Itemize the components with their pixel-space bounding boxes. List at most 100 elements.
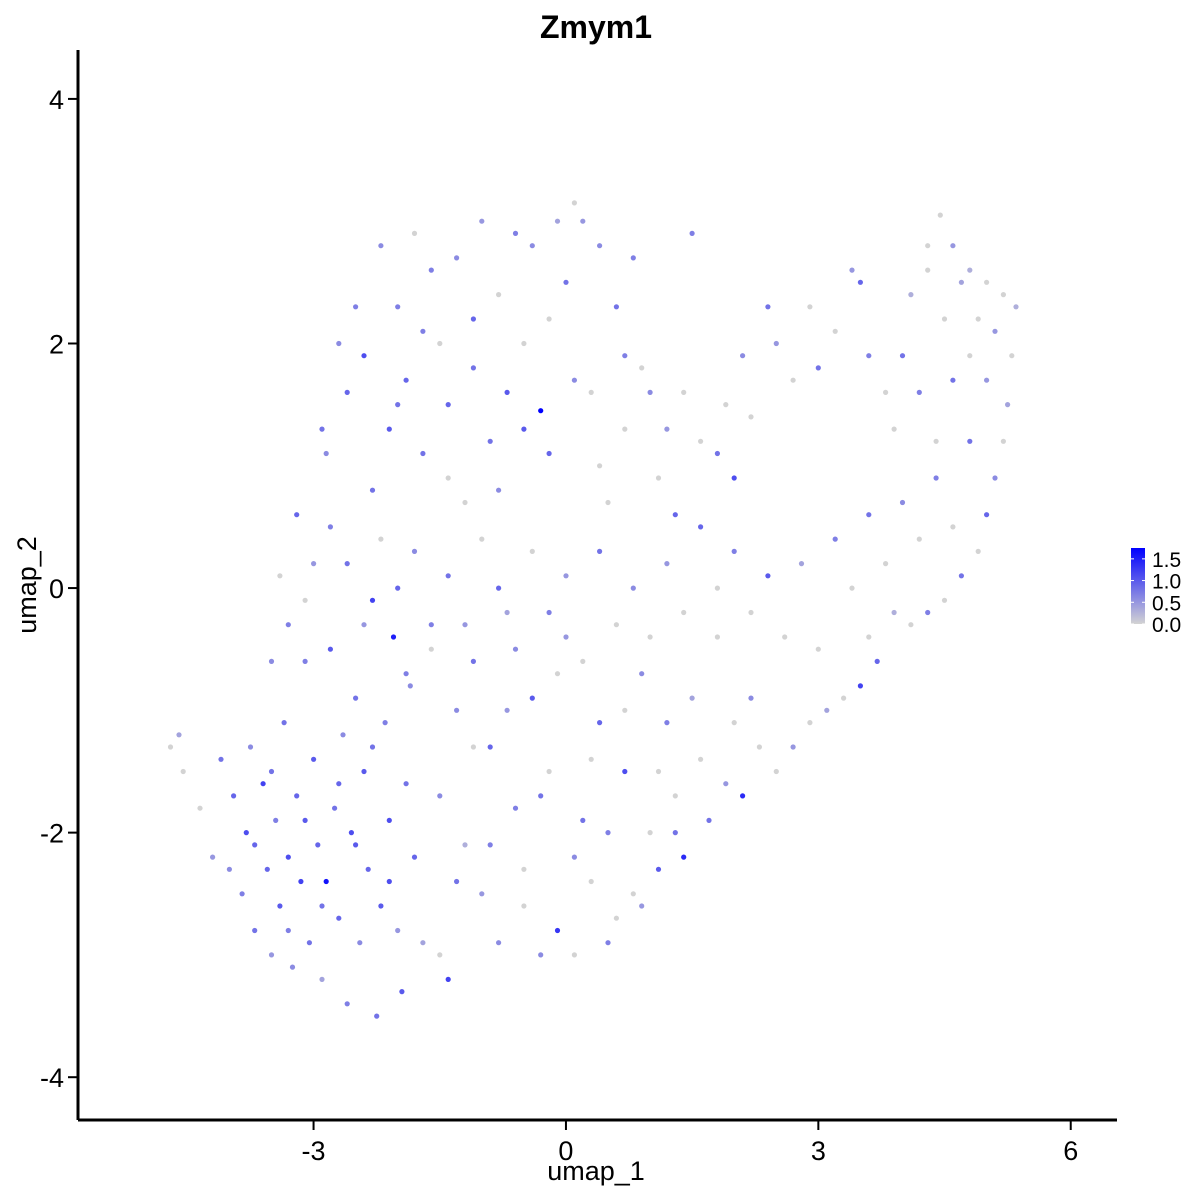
data-point bbox=[454, 255, 460, 261]
chart-title: Zmym1 bbox=[540, 9, 652, 45]
data-point bbox=[197, 805, 203, 811]
legend-tick-label: 0.0 bbox=[1152, 614, 1181, 637]
legend-color-bar bbox=[1131, 548, 1145, 624]
data-point bbox=[496, 487, 502, 493]
y-tick-label: -4 bbox=[40, 1063, 64, 1093]
data-point bbox=[504, 609, 510, 616]
data-point bbox=[984, 377, 990, 383]
data-point bbox=[546, 316, 552, 322]
data-point bbox=[445, 475, 451, 481]
data-point bbox=[563, 634, 569, 640]
data-point bbox=[941, 597, 948, 603]
y-tick-label: -2 bbox=[40, 819, 64, 849]
data-point bbox=[395, 585, 401, 591]
data-point bbox=[411, 230, 418, 236]
data-point bbox=[698, 438, 704, 444]
data-point bbox=[588, 878, 594, 885]
data-point bbox=[437, 340, 443, 347]
data-point bbox=[344, 1001, 350, 1007]
data-point bbox=[681, 609, 687, 616]
data-point bbox=[664, 426, 670, 432]
data-point bbox=[332, 805, 338, 811]
data-point bbox=[714, 450, 721, 457]
data-point bbox=[369, 487, 376, 493]
data-point bbox=[336, 340, 342, 347]
data-point bbox=[958, 279, 965, 285]
data-point bbox=[454, 707, 460, 713]
data-point bbox=[521, 866, 527, 872]
data-point bbox=[622, 768, 628, 775]
data-point bbox=[655, 866, 662, 872]
data-point bbox=[277, 903, 283, 909]
data-point bbox=[765, 304, 771, 310]
data-point bbox=[554, 671, 561, 677]
data-point bbox=[1013, 304, 1019, 310]
data-point bbox=[992, 475, 998, 481]
data-point bbox=[815, 365, 821, 371]
data-point bbox=[487, 744, 493, 750]
data-point bbox=[264, 866, 270, 872]
data-point bbox=[580, 218, 586, 224]
data-point bbox=[496, 940, 502, 946]
color-legend: 1.51.00.50.0 bbox=[1131, 548, 1181, 637]
data-point bbox=[411, 548, 418, 555]
data-point bbox=[580, 658, 586, 665]
data-point bbox=[975, 316, 981, 322]
data-point bbox=[302, 817, 308, 824]
legend-tick-label: 0.5 bbox=[1152, 592, 1181, 615]
data-point bbox=[857, 683, 864, 689]
data-point bbox=[357, 940, 363, 946]
y-axis-ticks: -4 -2 0 2 4 bbox=[40, 85, 78, 1093]
data-point bbox=[647, 389, 653, 395]
y-tick-label: 4 bbox=[49, 85, 64, 115]
data-point bbox=[521, 340, 527, 347]
data-point bbox=[445, 573, 451, 579]
data-point bbox=[975, 548, 981, 555]
data-point bbox=[613, 622, 620, 628]
data-point bbox=[1005, 402, 1011, 408]
data-point bbox=[479, 891, 485, 897]
data-point bbox=[967, 438, 973, 444]
data-point bbox=[420, 450, 426, 457]
data-point bbox=[302, 658, 308, 665]
data-point bbox=[1000, 292, 1007, 298]
data-point bbox=[496, 292, 502, 298]
data-point bbox=[273, 817, 279, 824]
data-point bbox=[289, 964, 296, 970]
data-point bbox=[268, 658, 275, 665]
data-point bbox=[353, 304, 359, 310]
data-point bbox=[605, 830, 611, 836]
data-point bbox=[916, 389, 922, 395]
y-tick-label: 0 bbox=[49, 574, 64, 604]
data-point bbox=[344, 561, 350, 567]
data-point bbox=[285, 927, 291, 934]
data-point bbox=[327, 646, 333, 652]
data-point bbox=[1000, 438, 1007, 444]
data-point bbox=[353, 842, 359, 848]
data-point bbox=[298, 878, 304, 885]
data-point bbox=[361, 622, 367, 628]
data-point bbox=[327, 524, 333, 530]
data-point bbox=[647, 830, 653, 836]
data-point bbox=[731, 548, 737, 555]
data-point bbox=[319, 976, 325, 983]
data-point bbox=[210, 854, 216, 860]
data-point bbox=[344, 389, 350, 395]
data-point bbox=[588, 756, 594, 762]
data-point bbox=[849, 585, 855, 591]
data-point bbox=[622, 426, 628, 432]
data-point bbox=[630, 891, 636, 897]
data-point bbox=[630, 585, 636, 591]
data-point bbox=[226, 866, 232, 872]
data-point bbox=[950, 243, 956, 249]
data-point bbox=[260, 781, 266, 787]
data-point bbox=[899, 499, 906, 506]
data-point bbox=[454, 878, 460, 885]
data-point bbox=[546, 768, 552, 775]
data-point bbox=[714, 634, 721, 640]
data-point bbox=[306, 940, 312, 946]
data-point bbox=[706, 817, 712, 824]
data-point bbox=[428, 622, 434, 628]
data-point bbox=[613, 304, 620, 310]
data-point bbox=[925, 243, 931, 249]
